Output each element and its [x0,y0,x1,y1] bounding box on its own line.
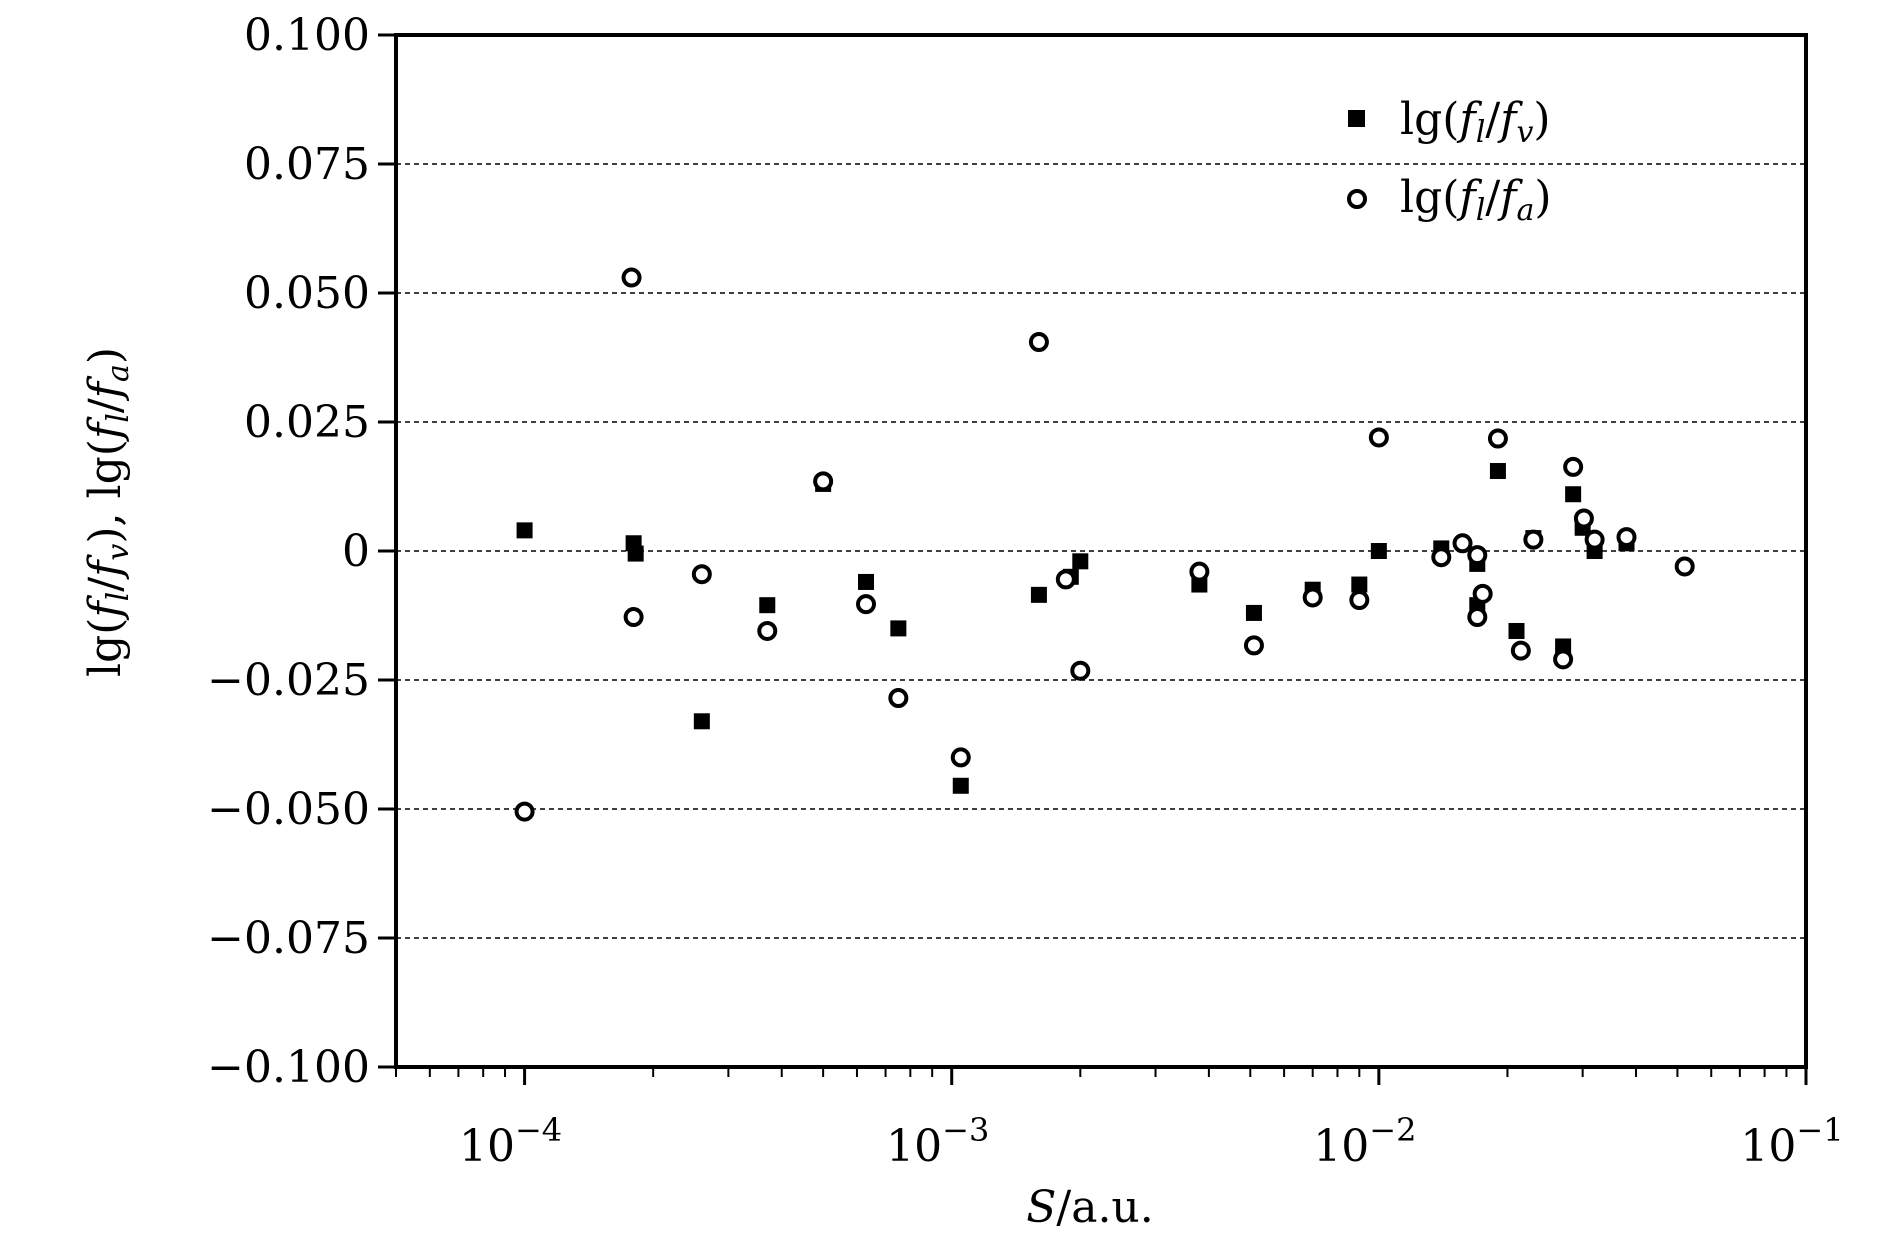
point-fa [623,607,644,628]
point-fa [757,620,778,641]
x-tick-label: 10−3 [886,1111,989,1172]
point-fa [1674,556,1695,577]
point-fa [1510,640,1531,661]
point-fa [621,267,642,288]
y-tick-label: −0.100 [207,1042,370,1093]
point-fv [1489,463,1506,480]
point-fv [890,620,907,637]
legend: lg(fl/fv) lg(fl/fa) [1347,94,1552,228]
x-tick-label: 10−2 [1313,1111,1416,1172]
legend-marker-circle [1347,189,1367,209]
point-fv [1351,576,1368,593]
y-tick-label: 0.100 [244,10,370,61]
y-tick-label: 0.025 [244,397,370,448]
point-fa [514,801,535,822]
y-tick-label: 0 [342,526,370,577]
x-tick-label: 10−1 [1740,1111,1843,1172]
point-fa [856,594,877,615]
legend-label-fv: lg(fl/fv) [1400,94,1551,150]
point-fv [1370,543,1387,559]
point-fv [1565,486,1582,503]
point-fv [1508,622,1525,639]
point-fa [1070,660,1091,681]
y-axis-ticks: 0.100 0.075 0.050 0.025 0 −0.025 −0.050 −0.075 −… [207,10,396,1093]
point-fv [858,573,875,590]
point-fv [759,597,776,614]
point-fv [952,777,969,794]
point-fa [1573,508,1594,529]
point-fv [627,545,644,562]
point-fa [1028,332,1049,353]
y-tick-label: −0.075 [207,913,370,964]
point-fa [1523,529,1544,550]
point-fa [1055,569,1076,590]
point-fa [813,471,834,492]
x-axis-title: S/a.u. [1026,1182,1154,1233]
point-fa [1467,607,1488,628]
x-tick-label: 10−4 [459,1111,562,1172]
point-fa [1189,561,1210,582]
legend-label-fa: lg(fl/fa) [1400,172,1552,228]
point-fa [1349,590,1370,611]
point-fa [1243,635,1264,656]
legend-marker-square [1348,110,1365,127]
y-tick-label: 0.050 [244,268,370,319]
point-fv [1030,586,1047,603]
y-axis-title: lg(fl/fv), lg(fl/fa) [80,347,136,677]
point-fa [1553,649,1574,670]
point-fv [1072,553,1089,570]
point-fv [516,522,533,539]
point-fa [888,688,909,709]
data-points [514,267,1695,822]
y-tick-label: 0.075 [244,139,370,190]
point-fa [1487,428,1508,449]
point-fa [691,564,712,585]
point-fa [1584,529,1605,550]
point-fa [950,747,971,768]
point-fa [1467,545,1488,566]
point-fa [1431,547,1452,568]
point-fa [1472,583,1493,604]
point-fa [1452,533,1473,554]
point-fa [1302,587,1323,608]
point-fa [1368,427,1389,448]
x-axis-ticks: 10−4 10−3 10−2 10−1 [395,1067,1844,1172]
point-fa [1563,456,1584,477]
point-fa [1616,527,1637,548]
point-fv [1245,604,1262,621]
point-fv [693,713,710,730]
y-tick-label: −0.025 [207,655,370,706]
y-tick-label: −0.050 [207,784,370,835]
